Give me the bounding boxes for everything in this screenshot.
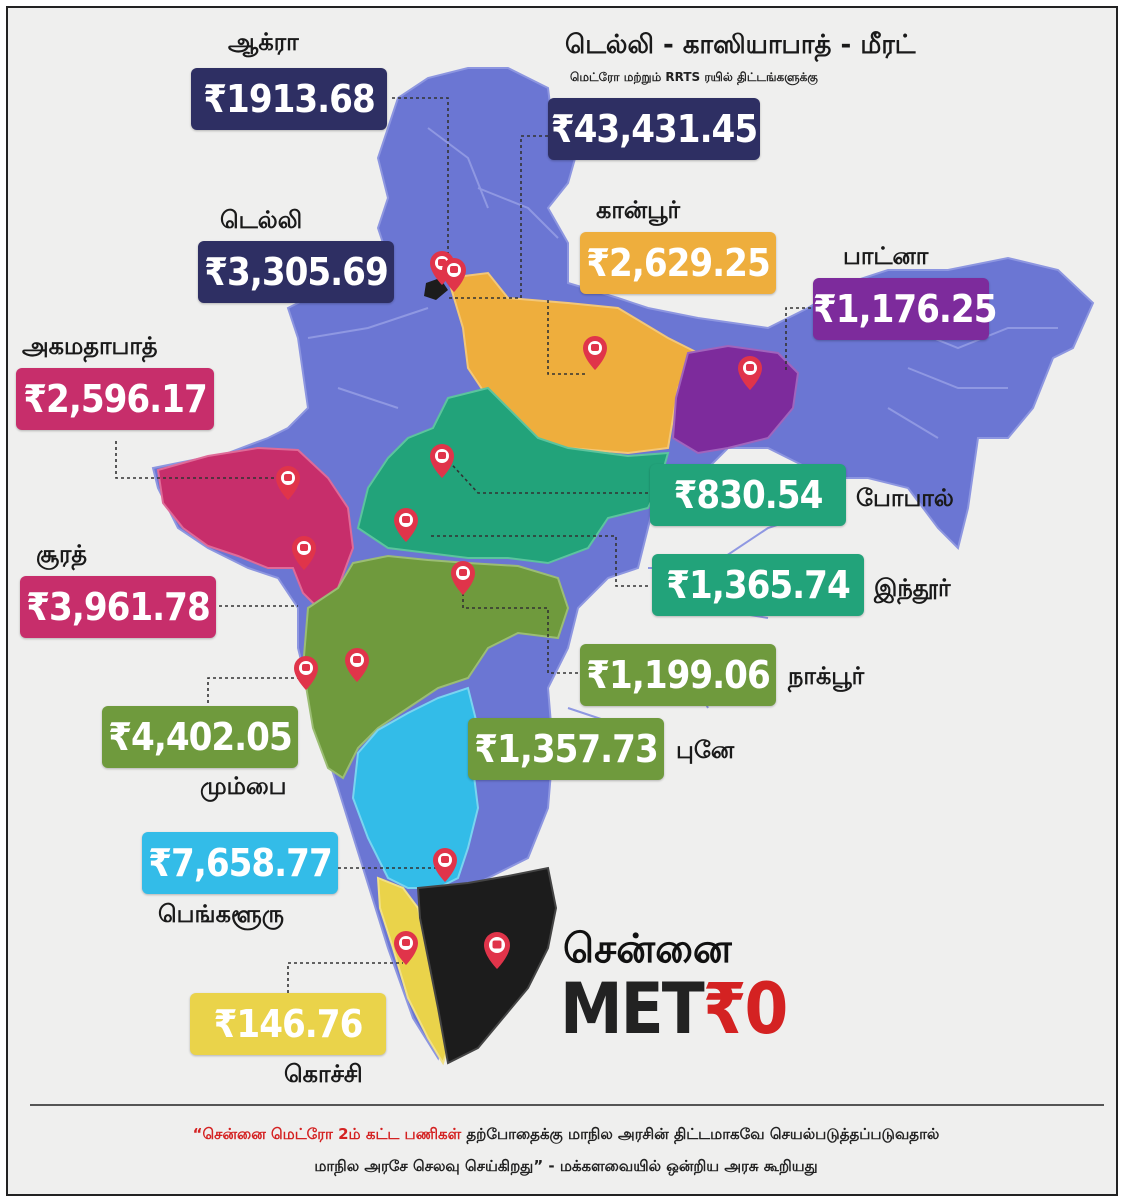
chennai-metro-brand: MET₹0 <box>560 968 789 1050</box>
label-patna-city: பாட்னா <box>843 242 929 270</box>
label-delhi-ghaziabad-meerut-city: டெல்லி - காஸியாபாத் - மீரட் <box>565 30 916 60</box>
label-kanpur-amount: ₹2,629.25 <box>580 232 776 294</box>
region-karnataka <box>351 686 480 889</box>
label-bhopal-city: போபால் <box>856 484 954 512</box>
region-bihar <box>671 344 800 455</box>
metro-pin-icon <box>484 932 510 969</box>
region-kerala <box>376 876 450 1066</box>
label-agra-city: ஆக்ரா <box>228 28 299 56</box>
label-kochi-city: கொச்சி <box>284 1060 363 1088</box>
metro-pin-icon <box>442 258 466 292</box>
metro-pins <box>276 251 762 969</box>
footer-line2-rest: - மக்களவையில் ஒன்றிய அரசு கூறியது <box>543 1157 818 1175</box>
label-ahmedabad-amount: ₹2,596.17 <box>16 368 214 430</box>
label-delhi-ghaziabad-meerut-subtitle: மெட்ரோ மற்றும் RRTS ரயில் திட்டங்களுக்கு <box>570 70 818 84</box>
metro-pin-icon <box>292 536 316 570</box>
label-mumbai-city: மும்பை <box>200 772 287 800</box>
footer-line-1: “சென்னை மெட்ரோ 2ம் கட்ட பணிகள் தற்போதைக்… <box>28 1118 1104 1150</box>
region-tamil-nadu <box>416 866 558 1065</box>
label-bengaluru-amount: ₹7,658.77 <box>142 832 338 894</box>
label-kanpur-city: கான்பூர் <box>596 196 680 224</box>
metro-pin-icon <box>394 508 418 542</box>
label-bhopal-amount: ₹830.54 <box>650 464 846 526</box>
metro-pin-icon <box>345 648 369 682</box>
label-indore-amount: ₹1,365.74 <box>652 554 864 616</box>
label-surat-city: சூரத் <box>36 540 87 568</box>
brand-suffix: ₹0 <box>702 968 789 1050</box>
label-indore-city: இந்தூர் <box>874 574 951 602</box>
label-bengaluru-city: பெங்களூரு <box>158 900 285 928</box>
metro-pin-icon <box>294 656 318 690</box>
metro-pin-icon <box>738 356 762 390</box>
metro-pin-icon <box>394 931 418 965</box>
label-patna-amount: ₹1,176.25 <box>813 278 998 340</box>
footer-quote-open: “ <box>192 1125 203 1143</box>
label-surat-amount: ₹3,961.78 <box>20 576 216 638</box>
metro-pin-icon <box>583 336 607 370</box>
metro-pin-icon <box>276 466 300 500</box>
footer-line-2: மாநில அரசே செலவு செய்கிறது” - மக்களவையில… <box>28 1150 1104 1182</box>
label-mumbai-amount: ₹4,402.05 <box>102 706 298 768</box>
region-madhya-pradesh <box>356 386 670 565</box>
metro-pin-icon <box>451 561 475 595</box>
label-nagpur-city: நாக்பூர் <box>788 662 865 690</box>
label-delhi-amount: ₹3,305.69 <box>198 241 394 303</box>
label-agra-amount: ₹1913.68 <box>191 68 387 130</box>
footer-quote: “சென்னை மெட்ரோ 2ம் கட்ட பணிகள் தற்போதைக்… <box>28 1118 1104 1182</box>
footer-divider <box>30 1104 1104 1106</box>
footer-highlight: சென்னை மெட்ரோ 2ம் கட்ட பணிகள் <box>202 1125 462 1143</box>
label-ahmedabad-city: அகமதாபாத் <box>22 332 158 360</box>
label-pune-city: புனே <box>676 736 735 764</box>
chennai-title: சென்னை <box>563 926 732 972</box>
region-maharashtra <box>301 554 570 780</box>
leader-lines <box>115 97 811 993</box>
footer-line1-rest: தற்போதைக்கு மாநில அரசின் திட்டமாகவே செயல… <box>461 1125 940 1143</box>
metro-pin-icon <box>433 848 457 882</box>
metro-pin-icon <box>430 444 454 478</box>
footer-quote-close: ” <box>533 1157 544 1175</box>
footer-line2: மாநில அரசே செலவு செய்கிறது <box>314 1157 534 1175</box>
label-delhi-city: டெல்லி <box>220 206 303 234</box>
label-kochi-amount: ₹146.76 <box>190 993 386 1055</box>
label-nagpur-amount: ₹1,199.06 <box>580 644 776 706</box>
infographic: ஆக்ரா ₹1913.68 டெல்லி - காஸியாபாத் - மீர… <box>6 6 1118 1196</box>
label-pune-amount: ₹1,357.73 <box>468 718 664 780</box>
label-delhi-ghaziabad-meerut-amount: ₹43,431.45 <box>548 98 760 160</box>
brand-prefix: MET <box>560 968 705 1050</box>
